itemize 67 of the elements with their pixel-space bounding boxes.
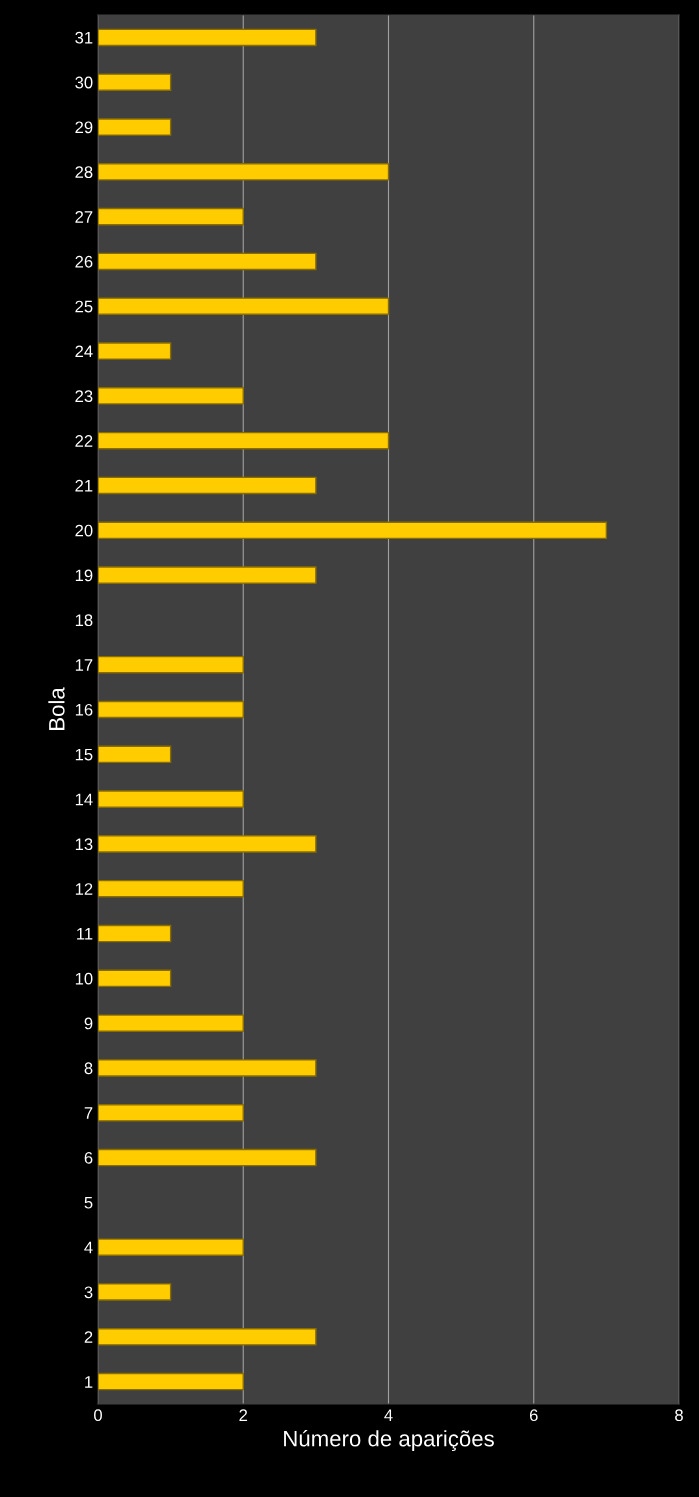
y-tick-label: 23 [75, 390, 93, 403]
y-tick-label: 27 [75, 211, 93, 223]
bar [98, 342, 172, 360]
bar [98, 655, 244, 674]
y-tick-label: 26 [75, 255, 93, 268]
y-tick-label: 28 [75, 166, 93, 179]
bar [98, 1014, 244, 1032]
x-tick-label: 0 [94, 1409, 102, 1422]
y-tick-label: 6 [84, 1151, 93, 1164]
y-tick-label: 21 [75, 479, 93, 492]
bar [98, 476, 317, 495]
y-tick-label: 14 [75, 793, 93, 806]
bar [98, 28, 317, 47]
bar [98, 1372, 244, 1391]
x-tick-label: 2 [239, 1409, 248, 1421]
bar [98, 163, 390, 181]
y-tick-label: 10 [75, 972, 93, 985]
bar [98, 521, 608, 540]
y-tick-label: 5 [84, 1196, 93, 1209]
y-tick-label: 9 [84, 1017, 93, 1030]
y-tick-label: 15 [75, 748, 93, 761]
bar [98, 1148, 317, 1167]
x-axis-title: Número de aparições [284, 1429, 494, 1452]
y-tick-label: 30 [75, 76, 93, 89]
bar [98, 1328, 317, 1346]
y-tick-label: 17 [75, 659, 93, 671]
y-tick-label: 19 [75, 569, 93, 582]
x-tick-label: 6 [529, 1409, 538, 1422]
bar [98, 297, 390, 316]
bar [98, 1238, 244, 1256]
y-tick-label: 12 [75, 883, 93, 895]
bar [98, 879, 244, 898]
x-tick-label: 4 [384, 1409, 393, 1421]
y-tick-label: 13 [75, 838, 93, 851]
y-tick-label: 24 [75, 345, 93, 358]
y-tick-label: 18 [75, 614, 93, 627]
bar [98, 387, 244, 405]
x-tick-label: 8 [675, 1409, 683, 1422]
bar [98, 118, 172, 136]
y-tick-label: 22 [75, 435, 93, 447]
bar [98, 745, 172, 764]
bar [98, 700, 244, 719]
y-tick-label: 16 [75, 703, 93, 716]
bar [98, 924, 172, 943]
y-tick-label: 31 [75, 31, 93, 44]
y-tick-label: 4 [84, 1241, 93, 1254]
y-tick-label: 29 [75, 121, 93, 134]
y-tick-label: 11 [77, 928, 93, 940]
y-tick-label: 20 [75, 524, 93, 537]
y-axis-title: Bola [48, 687, 65, 730]
y-tick-label: 7 [84, 1107, 93, 1119]
bar [98, 1103, 244, 1122]
bar [98, 1283, 172, 1301]
bar [98, 566, 317, 584]
bar [98, 790, 244, 808]
bar [98, 252, 317, 271]
y-tick-label: 3 [84, 1286, 93, 1299]
bar [98, 835, 317, 853]
y-tick-label: 8 [84, 1062, 93, 1075]
y-tick-label: 2 [84, 1331, 93, 1343]
bar [98, 73, 172, 91]
y-tick-label: 25 [75, 300, 93, 313]
y-tick-label: 1 [85, 1376, 93, 1388]
bar [98, 431, 390, 450]
bar [98, 969, 172, 988]
bar [98, 1059, 317, 1077]
bar [98, 207, 244, 226]
